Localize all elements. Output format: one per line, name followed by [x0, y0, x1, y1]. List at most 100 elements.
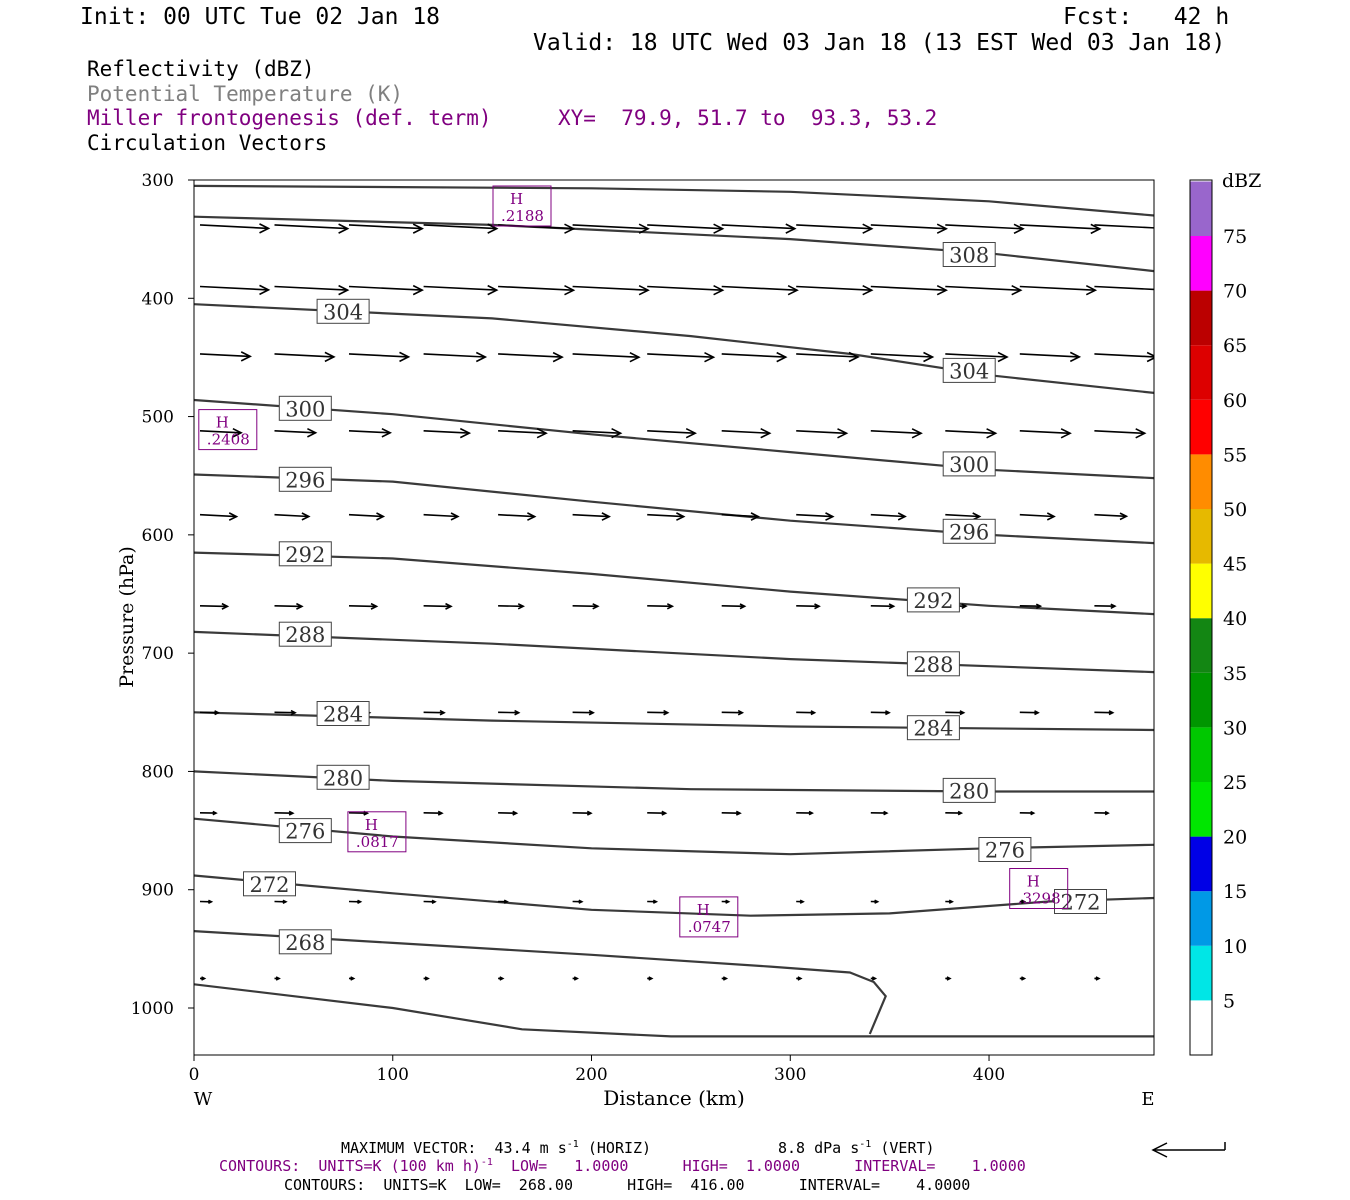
- vector-shaft: [647, 430, 696, 434]
- theta-label-text: 276: [985, 839, 1025, 863]
- colorbar-tick-label: 50: [1223, 499, 1247, 521]
- circulation-vector: [498, 284, 576, 296]
- vector-shaft: [870, 513, 906, 518]
- colorbar-tick-label: 60: [1223, 390, 1247, 412]
- colorbar-tick-label: 65: [1223, 335, 1247, 357]
- vector-head: [475, 351, 488, 363]
- circulation-vector: [423, 223, 499, 234]
- vector-head: [1108, 710, 1115, 716]
- circulation-vector: [274, 223, 350, 234]
- vector-shaft: [498, 353, 563, 358]
- vector-head: [874, 899, 880, 904]
- circulation-vector: [498, 976, 505, 981]
- colorbar-segment: [1190, 180, 1212, 182]
- y-tick-label: 900: [142, 881, 174, 901]
- vector-head: [897, 512, 907, 521]
- fronto-value-label: .3298: [1018, 890, 1061, 908]
- vector-head: [586, 810, 593, 816]
- vector-shaft: [274, 285, 348, 291]
- circulation-vector: [721, 223, 797, 234]
- circulation-vector: [348, 351, 411, 363]
- theta-contour-line: [194, 398, 1154, 480]
- theta-label-box: [243, 871, 296, 897]
- vector-shaft: [1019, 513, 1055, 518]
- vector-head: [282, 899, 288, 905]
- circulation-vector: [1019, 284, 1098, 296]
- circulation-vector: [945, 512, 982, 521]
- circulation-vectors: [199, 223, 1170, 981]
- theta-label-text: 308: [949, 244, 989, 268]
- field-reflectivity: Reflectivity (dBZ): [87, 57, 315, 81]
- vector-shaft: [348, 353, 409, 358]
- circulation-vector: [796, 428, 849, 439]
- vector-head: [663, 709, 670, 716]
- vector-head: [737, 709, 745, 716]
- colorbar-tick-label: 70: [1223, 281, 1247, 303]
- vector-shaft: [1094, 430, 1145, 435]
- theta-label-box: [906, 651, 960, 677]
- colorbar-segment: [1190, 290, 1212, 346]
- colorbar-segment: [1190, 1000, 1212, 1055]
- circulation-vector: [572, 976, 579, 981]
- theta-contour-info: CONTOURS: UNITS=K LOW= 268.00 HIGH= 416.…: [284, 1176, 971, 1194]
- vector-head: [911, 428, 923, 439]
- circulation-vector: [1094, 810, 1110, 816]
- vector-head: [787, 284, 799, 296]
- theta-label-box: [942, 357, 996, 383]
- vector-head: [814, 603, 821, 610]
- vector-head: [685, 427, 697, 439]
- vector-shaft: [870, 285, 947, 291]
- vector-shaft: [199, 353, 251, 358]
- colorbar-segment: [1190, 836, 1212, 892]
- vector-head: [997, 351, 1009, 363]
- vector-head: [459, 427, 472, 439]
- vector-head: [381, 427, 393, 438]
- colorbar-segment: [1190, 345, 1212, 400]
- theta-label-text: 288: [285, 623, 325, 647]
- circulation-vector: [1094, 710, 1115, 716]
- circulation-vector: [1019, 976, 1027, 981]
- circulation-vector: [647, 709, 670, 716]
- vector-shaft: [1094, 285, 1154, 291]
- circulation-vector: [1019, 428, 1072, 439]
- colorbar-tick-label: 5: [1223, 990, 1235, 1012]
- theta-contour-line: [194, 473, 1154, 545]
- circulation-vector: [423, 427, 472, 439]
- theta-label-box: [1054, 889, 1107, 914]
- circulation-vector: [199, 976, 207, 981]
- fronto-box: [198, 409, 258, 451]
- circulation-vector: [199, 427, 243, 438]
- cross-section-endpoints: XY= 79.9, 51.7 to 93.3, 53.2: [558, 106, 938, 130]
- vector-head: [275, 976, 281, 981]
- vector-shaft: [1019, 285, 1096, 291]
- theta-label-text: 292: [913, 589, 953, 613]
- vector-shaft: [796, 605, 820, 608]
- circulation-vector: [647, 603, 675, 610]
- vector-head: [424, 976, 430, 981]
- vector-shaft: [274, 513, 309, 518]
- vector-head: [552, 351, 564, 363]
- max-vector-vert-line: 8.8 dPa s-1 (VERT): [778, 1139, 935, 1157]
- theta-contour-label: 292: [278, 541, 332, 567]
- theta-label-box: [316, 701, 370, 726]
- theta-contour-label: 280: [942, 777, 996, 803]
- vector-shaft: [348, 224, 423, 230]
- vector-shaft: [498, 430, 547, 434]
- circulation-vector: [945, 710, 966, 716]
- vector-shaft: [199, 430, 242, 434]
- colorbar-tick-label: 45: [1223, 554, 1247, 576]
- colorbar-segment: [1190, 563, 1212, 619]
- vector-shaft: [945, 353, 1008, 358]
- vector-head: [1161, 286, 1170, 295]
- max-vector-sup: -1: [566, 1139, 579, 1150]
- field-frontogenesis: Miller frontogenesis (def. term): [87, 106, 492, 130]
- theta-contour-label: 268: [278, 929, 332, 955]
- vector-shaft: [647, 513, 684, 518]
- circulation-vector: [721, 603, 747, 610]
- frontogenesis-max: H.0747: [679, 896, 739, 938]
- theta-label-text: 304: [949, 359, 989, 383]
- theta-label-box: [906, 715, 960, 741]
- circulation-vector: [721, 709, 745, 716]
- circulation-vector: [647, 427, 697, 439]
- theta-label-text: 272: [249, 873, 289, 897]
